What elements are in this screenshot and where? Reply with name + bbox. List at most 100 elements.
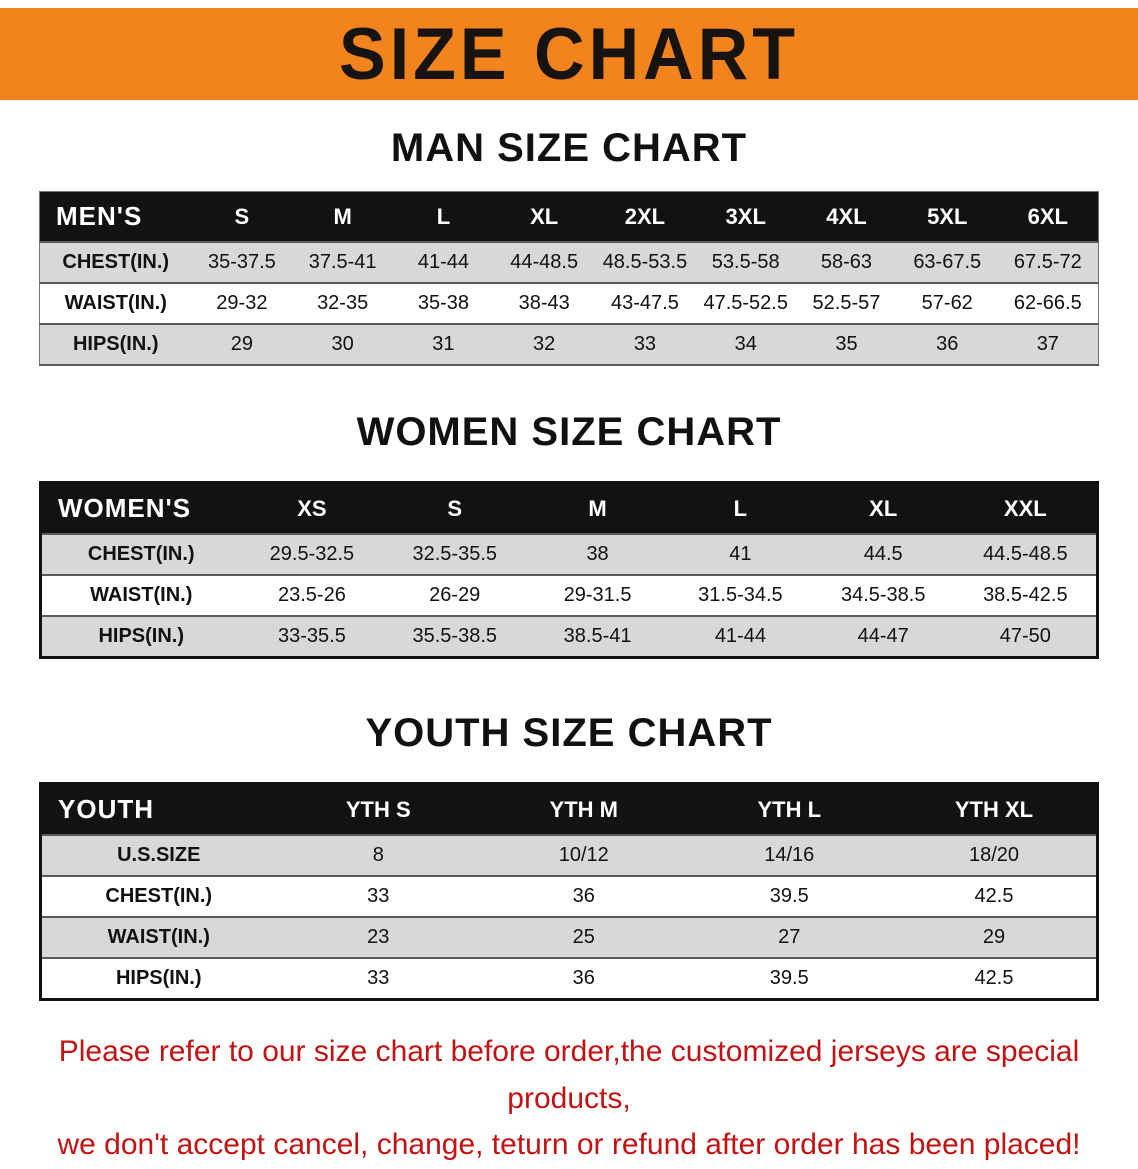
measurement-label: WAIST(IN.) bbox=[39, 282, 192, 325]
size-value-cell: 35-37.5 bbox=[191, 241, 293, 284]
measurement-label: U.S.SIZE bbox=[40, 834, 276, 877]
size-value-cell: 44.5 bbox=[811, 533, 955, 576]
size-value-cell: 18/20 bbox=[892, 834, 1098, 877]
size-value-cell: 33 bbox=[275, 875, 481, 918]
youth-size-table: YOUTH YTH S YTH M YTH L YTH XL U.S.SIZE 8 10/12… bbox=[39, 782, 1099, 1001]
disclaimer-line-2: we don't accept cancel, change, teturn o… bbox=[57, 1128, 1081, 1161]
table-title-cell: MEN'S bbox=[39, 191, 192, 242]
size-value-cell: 35-38 bbox=[393, 282, 494, 325]
size-value-cell: 43-47.5 bbox=[594, 282, 696, 325]
measurement-label: WAIST(IN.) bbox=[40, 574, 241, 617]
size-value-cell: 42.5 bbox=[892, 875, 1098, 918]
size-value-cell: 63-67.5 bbox=[896, 241, 998, 284]
measurement-row: CHEST(IN.) 33 36 39.5 42.5 bbox=[40, 875, 1098, 918]
men-size-section: MAN SIZE CHART MEN'S S M L XL 2XL 3XL 4XL 5XL 6XL… bbox=[0, 126, 1138, 366]
size-value-cell: 36 bbox=[481, 957, 687, 1001]
size-header-cell: L bbox=[668, 482, 812, 534]
measurement-label: CHEST(IN.) bbox=[40, 875, 276, 918]
table-title-cell: YOUTH bbox=[40, 783, 276, 835]
measurement-row: HIPS(IN.) 33 36 39.5 42.5 bbox=[40, 957, 1098, 1001]
size-value-cell: 44.5-48.5 bbox=[954, 533, 1098, 576]
size-value-cell: 26-29 bbox=[383, 574, 527, 617]
size-value-cell: 33 bbox=[594, 323, 696, 366]
men-section-heading: MAN SIZE CHART bbox=[390, 126, 748, 170]
youth-section-heading: YOUTH SIZE CHART bbox=[365, 711, 773, 755]
measurement-row: HIPS(IN.) 33-35.5 35.5-38.5 38.5-41 41-44 44-… bbox=[40, 615, 1098, 659]
size-value-cell: 39.5 bbox=[686, 957, 892, 1001]
measurement-row: WAIST(IN.) 23.5-26 26-29 29-31.5 31.5-34.5 34… bbox=[40, 574, 1098, 617]
size-chart-banner: SIZE CHART bbox=[0, 8, 1138, 100]
women-section-heading: WOMEN SIZE CHART bbox=[356, 410, 782, 454]
size-header-cell: XXL bbox=[954, 482, 1098, 534]
size-value-cell: 41-44 bbox=[393, 241, 494, 284]
size-value-cell: 32 bbox=[493, 323, 595, 366]
disclaimer-text: Please refer to our size chart before or… bbox=[0, 1029, 1138, 1169]
measurement-row: U.S.SIZE 8 10/12 14/16 18/20 bbox=[40, 834, 1098, 877]
size-header-cell: YTH L bbox=[686, 783, 892, 835]
disclaimer-line-1: Please refer to our size chart before or… bbox=[58, 1035, 1080, 1115]
measurement-row: WAIST(IN.) 23 25 27 29 bbox=[40, 916, 1098, 959]
size-value-cell: 67.5-72 bbox=[997, 241, 1099, 284]
size-header-cell: 6XL bbox=[997, 191, 1099, 242]
size-value-cell: 39.5 bbox=[686, 875, 892, 918]
size-header-cell: YTH S bbox=[275, 783, 481, 835]
size-value-cell: 31 bbox=[393, 323, 494, 366]
youth-size-section: YOUTH SIZE CHART YOUTH YTH S YTH M YTH L YTH… bbox=[0, 711, 1138, 1001]
size-value-cell: 52.5-57 bbox=[796, 282, 897, 325]
size-header-cell: YTH M bbox=[481, 783, 687, 835]
size-value-cell: 23.5-26 bbox=[240, 574, 384, 617]
measurement-row: CHEST(IN.) 29.5-32.5 32.5-35.5 38 41 44.5 44.5… bbox=[40, 533, 1098, 576]
measurement-label: CHEST(IN.) bbox=[39, 241, 192, 284]
size-value-cell: 30 bbox=[292, 323, 394, 366]
size-value-cell: 41 bbox=[668, 533, 812, 576]
size-value-cell: 48.5-53.5 bbox=[594, 241, 696, 284]
size-value-cell: 42.5 bbox=[892, 957, 1098, 1001]
size-value-cell: 33 bbox=[275, 957, 481, 1001]
size-value-cell: 27 bbox=[686, 916, 892, 959]
size-value-cell: 38.5-41 bbox=[526, 615, 669, 659]
size-value-cell: 35 bbox=[796, 323, 897, 366]
size-value-cell: 38.5-42.5 bbox=[954, 574, 1098, 617]
size-value-cell: 37 bbox=[997, 323, 1099, 366]
size-header-cell: S bbox=[191, 191, 293, 242]
size-header-cell: 2XL bbox=[594, 191, 696, 242]
size-header-cell: 5XL bbox=[896, 191, 998, 242]
womens-size-table: WOMEN'S XS S M L XL XXL CHEST(IN.) 29.5-32.5 32.5… bbox=[39, 481, 1099, 659]
size-header-cell: M bbox=[292, 191, 394, 242]
size-value-cell: 35.5-38.5 bbox=[383, 615, 527, 659]
size-value-cell: 57-62 bbox=[896, 282, 998, 325]
size-value-cell: 25 bbox=[481, 916, 687, 959]
size-header-cell: 4XL bbox=[796, 191, 897, 242]
table-header-row: WOMEN'S XS S M L XL XXL bbox=[40, 482, 1098, 534]
size-value-cell: 29 bbox=[191, 323, 293, 366]
size-value-cell: 31.5-34.5 bbox=[668, 574, 812, 617]
size-value-cell: 32.5-35.5 bbox=[383, 533, 527, 576]
size-header-cell: S bbox=[383, 482, 527, 534]
size-value-cell: 37.5-41 bbox=[292, 241, 394, 284]
size-header-cell: YTH XL bbox=[892, 783, 1098, 835]
measurement-row: HIPS(IN.) 29 30 31 32 33 34 35 36 37 bbox=[39, 323, 1099, 366]
mens-size-table: MEN'S S M L XL 2XL 3XL 4XL 5XL 6XL CHEST(IN.) 35-37… bbox=[39, 191, 1099, 366]
table-title-cell: WOMEN'S bbox=[40, 482, 241, 534]
measurement-row: CHEST(IN.) 35-37.5 37.5-41 41-44 44-48.5 48.5… bbox=[39, 241, 1099, 284]
size-header-cell: XL bbox=[493, 191, 595, 242]
size-value-cell: 23 bbox=[275, 916, 481, 959]
size-value-cell: 29.5-32.5 bbox=[240, 533, 384, 576]
size-value-cell: 29-32 bbox=[191, 282, 293, 325]
size-value-cell: 38 bbox=[526, 533, 669, 576]
size-value-cell: 8 bbox=[275, 834, 481, 877]
women-size-section: WOMEN SIZE CHART WOMEN'S XS S M L XL XXL CHEST(… bbox=[0, 410, 1138, 659]
measurement-label: CHEST(IN.) bbox=[40, 533, 241, 576]
size-value-cell: 34.5-38.5 bbox=[811, 574, 955, 617]
size-value-cell: 36 bbox=[481, 875, 687, 918]
size-value-cell: 47-50 bbox=[954, 615, 1098, 659]
size-value-cell: 14/16 bbox=[686, 834, 892, 877]
size-header-cell: 3XL bbox=[695, 191, 797, 242]
size-header-cell: M bbox=[526, 482, 669, 534]
size-header-cell: L bbox=[393, 191, 494, 242]
size-value-cell: 44-47 bbox=[811, 615, 955, 659]
size-value-cell: 10/12 bbox=[481, 834, 687, 877]
size-value-cell: 38-43 bbox=[493, 282, 595, 325]
size-value-cell: 33-35.5 bbox=[240, 615, 384, 659]
size-value-cell: 29 bbox=[892, 916, 1098, 959]
